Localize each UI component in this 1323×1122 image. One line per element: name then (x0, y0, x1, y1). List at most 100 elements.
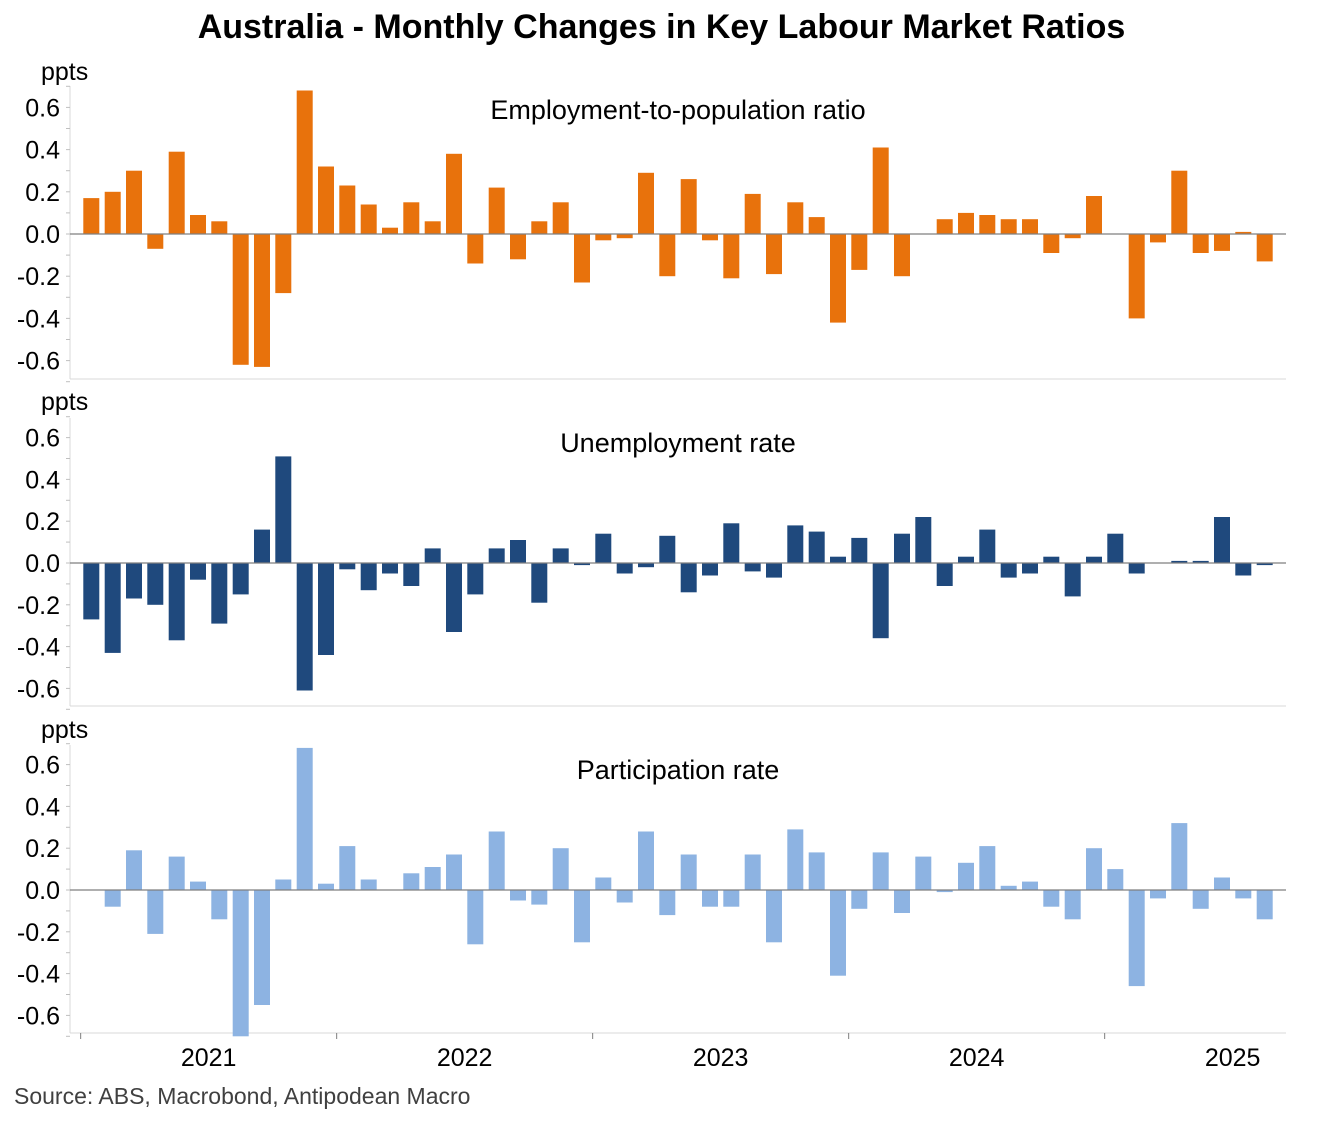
bar (168, 563, 185, 641)
bar (318, 166, 334, 234)
bar (872, 147, 889, 234)
bar (1235, 890, 1252, 899)
y-tick-label: -0.2 (17, 919, 60, 947)
bar (339, 563, 356, 570)
bar (1214, 877, 1230, 890)
bar (958, 556, 974, 563)
y-tick-label: -0.6 (17, 348, 60, 376)
bar (190, 215, 206, 234)
y-tick-label: 0.2 (25, 179, 60, 207)
bar (488, 548, 505, 563)
bar (467, 234, 484, 264)
bar (1128, 890, 1145, 987)
y-tick-label: 0.4 (25, 793, 60, 821)
bar (659, 234, 676, 277)
x-tick-label: 2021 (181, 1044, 237, 1072)
bar (851, 234, 868, 270)
bar (1192, 560, 1209, 563)
bar (126, 170, 142, 234)
y-tick-label: 0.0 (25, 877, 60, 905)
bar (680, 563, 697, 593)
bar (1171, 170, 1188, 234)
bar (872, 563, 889, 639)
bar (979, 846, 996, 890)
panel-1: -0.6 -0.4 -0.2 0.0 0.2 0.4 0.6 ppts Employment-t… (17, 58, 1286, 383)
panel-3: -0.6 -0.4 -0.2 0.0 0.2 0.4 0.6 ppts Participatio… (17, 716, 1286, 1037)
bar (702, 234, 718, 241)
bar (936, 563, 953, 586)
bar (318, 883, 334, 890)
bar (254, 234, 270, 367)
bar (702, 890, 718, 907)
bar (1064, 890, 1081, 920)
bar (1192, 890, 1209, 909)
bar (211, 563, 228, 624)
bar (894, 533, 910, 563)
bar (1086, 556, 1102, 563)
bar (147, 234, 164, 249)
bar (232, 234, 249, 365)
bar (659, 535, 676, 563)
bar (616, 234, 633, 239)
bar (830, 234, 846, 323)
y-tick-label: 0.2 (25, 508, 60, 536)
bar (1150, 890, 1166, 899)
bar (211, 221, 228, 234)
bar (979, 529, 996, 563)
bar (467, 890, 484, 945)
y-tick-label: -0.6 (17, 675, 60, 703)
bar (104, 191, 121, 234)
bar (638, 172, 654, 234)
bar (766, 890, 782, 943)
bar (403, 563, 420, 586)
bar (808, 852, 825, 890)
bar (403, 873, 420, 890)
bar (339, 846, 356, 890)
bar (1022, 563, 1038, 574)
bar (83, 563, 100, 620)
bar (83, 198, 100, 234)
bar (1064, 234, 1081, 239)
bar (275, 234, 292, 294)
bar (1086, 196, 1102, 234)
bar (808, 217, 825, 234)
bar (1214, 234, 1230, 251)
bar (744, 563, 761, 572)
bar (1171, 560, 1188, 563)
y-tick-label: 0.6 (25, 94, 60, 122)
bar (723, 890, 740, 907)
bar (936, 890, 953, 893)
bar (915, 856, 932, 890)
y-tick-label: 0.4 (25, 137, 60, 165)
bar (403, 202, 420, 234)
bar (104, 563, 121, 653)
bar (296, 747, 313, 890)
bar (638, 831, 654, 890)
bar (1043, 234, 1060, 253)
y-units-label: ppts (41, 716, 88, 744)
bar (510, 890, 526, 901)
bar (382, 563, 398, 574)
y-units-label: ppts (41, 58, 88, 86)
bar (254, 890, 270, 1005)
x-tick-label: 2025 (1205, 1044, 1261, 1072)
bar (1000, 219, 1017, 234)
bar (446, 854, 462, 890)
bar (979, 215, 996, 234)
x-axis: 2021 2022 2023 2024 2025 (80, 1033, 1261, 1072)
bar (1235, 563, 1252, 576)
bar (104, 890, 121, 907)
bar (190, 881, 206, 890)
bar (488, 187, 505, 234)
bar (510, 234, 526, 260)
bar (574, 563, 590, 566)
bar (595, 533, 612, 563)
bar (1064, 563, 1081, 597)
y-tick-label: -0.2 (17, 263, 60, 291)
bar (296, 90, 313, 234)
y-tick-label: 0.4 (25, 466, 60, 494)
bar (1256, 234, 1273, 262)
bar (766, 563, 782, 578)
bar (382, 227, 398, 234)
bar (744, 193, 761, 234)
